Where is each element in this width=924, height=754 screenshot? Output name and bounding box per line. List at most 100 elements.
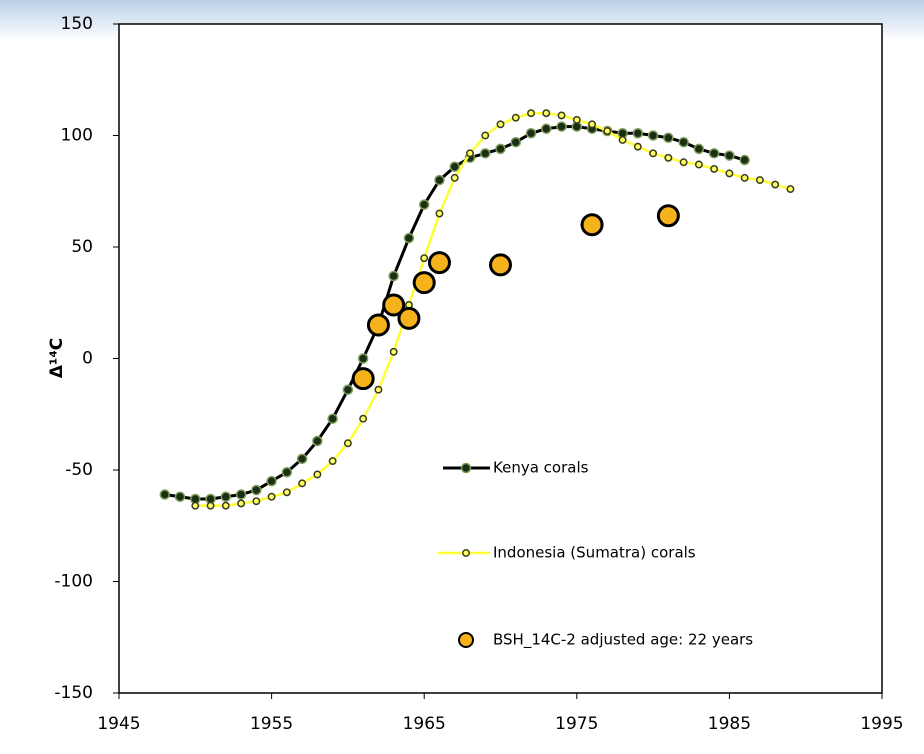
line-marker [542,109,551,118]
plot-area [118,23,883,694]
line-marker [418,199,430,210]
line-marker [771,180,780,189]
line-marker [525,128,537,139]
y-axis-label: Δ¹⁴C [47,338,67,379]
scatter-point [412,271,436,295]
line-marker [342,384,354,395]
line-marker [281,466,293,478]
y-tick-label: 50 [71,237,93,257]
line-marker [403,232,415,244]
line-marker [267,492,276,501]
line-marker [252,497,261,506]
line-marker [679,158,688,167]
line-marker [328,457,337,466]
line-marker [694,160,703,169]
x-tick-label: 1965 [403,714,446,734]
line-marker [725,169,734,178]
line-marker [434,174,445,186]
x-tick-label: 1945 [97,714,140,734]
x-tick-label: 1975 [555,714,598,734]
line-marker [282,488,291,497]
line-marker [251,484,262,496]
line-marker [296,453,308,465]
line-marker [511,113,520,122]
legend-label: Indonesia (Sumatra) corals [493,544,696,562]
scatter-point [397,306,421,330]
line-marker [740,173,749,182]
x-tick-label: 1995 [860,714,903,734]
y-tick-label: -150 [54,683,93,703]
line-marker [191,501,200,510]
line-marker [298,479,307,488]
scatter-point [351,367,375,391]
line-marker [663,132,674,143]
line-marker [221,501,230,510]
line-marker [479,148,491,159]
y-tick-label: 150 [61,14,93,34]
line-marker [374,385,383,394]
line-marker [420,254,429,263]
legend-label: Kenya corals [493,459,589,477]
line-marker [357,353,369,364]
legend-marker [460,462,472,474]
line-marker [449,161,460,172]
scatter-point [656,204,680,228]
line-marker [527,109,535,118]
line-marker [359,414,368,423]
line-marker [159,489,171,500]
line-marker [174,491,186,503]
line-marker [603,127,612,135]
scatter-point [489,253,512,277]
line-marker [481,131,490,140]
line-marker [510,136,522,148]
line-marker [786,185,795,193]
series-line [195,111,791,507]
x-tick-label: 1955 [250,714,293,734]
y-tick-label: 0 [82,349,93,369]
line-marker [235,489,247,500]
line-marker [739,154,750,166]
line-marker [678,136,689,148]
line-marker [495,143,506,155]
scatter-point [366,313,390,337]
line-marker [220,491,232,503]
line-marker [496,120,505,129]
line-marker [755,176,764,185]
line-marker [237,499,246,508]
legend-marker [458,632,474,648]
y-tick-label: -100 [54,572,93,592]
y-tick-label: 100 [61,126,93,146]
line-marker [435,209,444,218]
line-marker [633,142,642,151]
line-marker [541,123,552,135]
line-marker [724,150,735,161]
line-marker [664,153,673,162]
line-marker [466,149,474,158]
scatter-point [580,213,604,237]
line-marker [693,143,705,155]
y-tick-label: -50 [65,460,93,480]
line-marker [312,435,323,447]
line-marker [632,128,644,139]
scatter-point [427,251,451,275]
x-tick-label: 1985 [708,714,751,734]
line-marker [389,347,398,356]
line-marker [556,121,567,132]
line-marker [557,111,566,120]
line-marker [266,475,277,487]
line-marker [313,470,322,479]
line-marker [618,136,627,144]
line-marker [343,439,352,448]
line-marker [327,413,338,424]
line-marker [388,270,399,282]
line-marker [649,149,658,158]
line-marker [708,148,720,159]
line-marker [647,130,659,141]
legend-label: BSH_14C-2 adjusted age: 22 years [493,631,753,650]
line-marker [450,173,459,182]
scatter-point [382,293,406,317]
line-marker [206,501,215,510]
line-marker [588,120,597,129]
legend-marker [462,549,470,557]
